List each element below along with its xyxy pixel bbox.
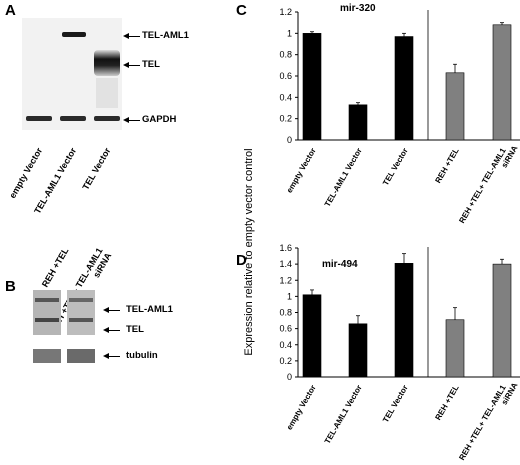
arrow-icon	[123, 33, 129, 39]
y-tick-label: 0.2	[279, 114, 292, 124]
category-label: TEL-AML1 Vector	[323, 147, 364, 209]
lane-label: empty Vector	[7, 146, 45, 200]
y-tick-label: 0.6	[279, 71, 292, 81]
western-blot-a	[22, 18, 122, 130]
category-label: REH +TEL	[433, 146, 460, 184]
arrow-icon	[103, 327, 109, 333]
y-tick-label: 0.8	[279, 50, 292, 60]
bar	[445, 319, 465, 378]
panel-label-b: B	[5, 278, 16, 295]
bar-chart-mir-320: 0 0.2 0.4 0.6 0.8 1 1.2 mir-320 empty Vector TEL-…	[279, 3, 520, 229]
y-tick-label: 0.8	[279, 308, 292, 318]
y-tick-label: 0.4	[279, 92, 292, 102]
bar	[302, 33, 322, 141]
bar	[394, 36, 414, 141]
y-tick-label: 0.2	[279, 356, 292, 366]
band-label-gapdh: GAPDH	[142, 114, 177, 125]
category-label: TEL Vector	[381, 147, 410, 188]
arrow-icon	[103, 307, 109, 313]
band-label-tel: TEL	[142, 59, 160, 70]
y-tick-label: 0.4	[279, 340, 292, 350]
y-tick-label: 1.4	[279, 259, 292, 269]
bar	[394, 263, 414, 378]
y-tick-label: 1	[287, 291, 292, 301]
category-label: REH +TEL+ TEL-AML1siRNA	[457, 376, 519, 465]
panel-label-c: C	[236, 2, 247, 19]
lane-label: TEL Vector	[80, 146, 113, 192]
category-label: TEL-AML1 Vector	[323, 384, 364, 446]
y-tick-label: 1.6	[279, 243, 292, 253]
arrow-line	[108, 330, 120, 331]
category-label: TEL Vector	[381, 384, 410, 425]
arrow-line	[128, 65, 140, 66]
bar	[445, 72, 465, 141]
y-tick-label: 0	[287, 372, 292, 382]
arrow-icon	[123, 117, 129, 123]
band-label-tubulin: tubulin	[126, 350, 158, 361]
y-tick-label: 1.2	[279, 275, 292, 285]
bar	[348, 323, 368, 378]
band-label-tel-aml1: TEL-AML1	[126, 304, 173, 315]
y-axis-label: Expression relative to empty vector cont…	[243, 148, 255, 356]
band-label-tel-aml1: TEL-AML1	[142, 30, 189, 41]
bar	[302, 294, 322, 378]
arrow-icon	[123, 62, 129, 68]
category-label: REH +TEL	[433, 383, 460, 421]
arrow-line	[108, 310, 120, 311]
western-blot-b	[33, 290, 95, 363]
lane-label: REH +TEL	[40, 246, 71, 289]
category-label: empty Vector	[285, 384, 318, 432]
y-tick-label: 0	[287, 135, 292, 145]
chart-title: mir-494	[322, 259, 358, 270]
bar	[348, 104, 368, 141]
bar	[492, 24, 512, 141]
chart-title: mir-320	[340, 3, 376, 14]
panel-label-d: D	[236, 252, 247, 269]
y-tick-label: 1.2	[279, 7, 292, 17]
arrow-line	[128, 120, 140, 121]
bar	[492, 263, 512, 378]
category-label: REH +TEL+ TEL-AML1siRNA	[457, 139, 519, 229]
band-label-tel: TEL	[126, 324, 144, 335]
arrow-line	[108, 356, 120, 357]
panel-label-a: A	[5, 2, 16, 19]
arrow-line	[128, 36, 140, 37]
bar-chart-mir-494: 0 0.2 0.4 0.6 0.8 1 1.2 1.4 1.6 mir-494 empty Vect…	[279, 243, 520, 465]
arrow-icon	[103, 353, 109, 359]
category-label: empty Vector	[285, 147, 318, 195]
y-tick-label: 1	[287, 28, 292, 38]
y-tick-label: 0.6	[279, 324, 292, 334]
